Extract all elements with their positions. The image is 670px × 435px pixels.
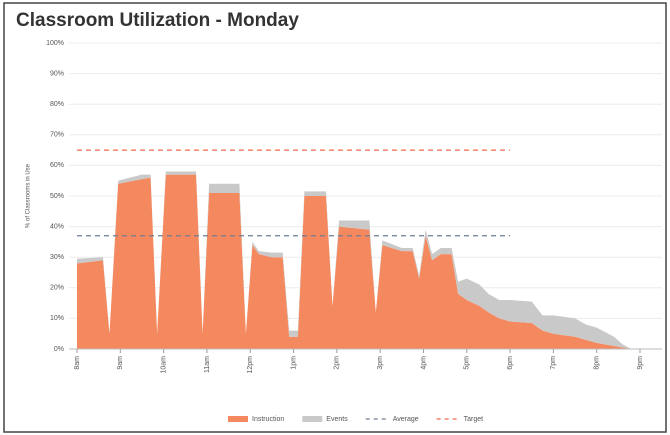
legend-label: Average bbox=[393, 416, 419, 423]
x-tick-label: 2pm bbox=[334, 356, 341, 370]
area bbox=[77, 171, 640, 349]
x-tick-label: 6pm bbox=[507, 356, 514, 370]
legend-label: Instruction bbox=[252, 416, 284, 423]
y-tick-label: 30% bbox=[50, 254, 64, 261]
x-tick-label: 10am bbox=[160, 356, 167, 374]
y-tick-label: 40% bbox=[50, 223, 64, 230]
x-tick-label: 9am bbox=[117, 356, 124, 370]
legend-swatch bbox=[302, 416, 323, 422]
y-tick-label: 20% bbox=[50, 285, 64, 292]
y-tick-label: 0% bbox=[54, 346, 64, 353]
y-axis-label: % of Classrooms in Use bbox=[26, 163, 32, 228]
legend-swatch bbox=[228, 416, 248, 422]
legend-label: Events bbox=[326, 416, 348, 423]
x-tick-label: 12pm bbox=[247, 356, 254, 374]
y-tick-label: 60% bbox=[50, 162, 64, 169]
x-tick-label: 9pm bbox=[637, 356, 644, 370]
y-tick-label: 90% bbox=[50, 70, 64, 77]
y-tick-label: 70% bbox=[50, 132, 64, 139]
x-tick-label: 7pm bbox=[550, 356, 557, 370]
chart-title: Classroom Utilization - Monday bbox=[16, 10, 299, 31]
x-tick-label: 3pm bbox=[377, 356, 384, 370]
y-tick-label: 100% bbox=[46, 40, 64, 47]
frame bbox=[3, 2, 667, 433]
x-tick-label: 8pm bbox=[594, 356, 601, 370]
y-tick-label: 50% bbox=[50, 193, 64, 200]
y-tick-label: 10% bbox=[50, 315, 64, 322]
x-tick-label: 4pm bbox=[420, 356, 427, 370]
area bbox=[77, 174, 640, 349]
legend-label: Target bbox=[464, 416, 484, 423]
x-tick-label: 1pm bbox=[290, 356, 297, 370]
x-tick-label: 11am bbox=[204, 356, 211, 373]
y-tick-label: 80% bbox=[50, 101, 64, 108]
x-tick-label: 8am bbox=[74, 356, 81, 370]
x-tick-label: 5pm bbox=[464, 356, 471, 370]
